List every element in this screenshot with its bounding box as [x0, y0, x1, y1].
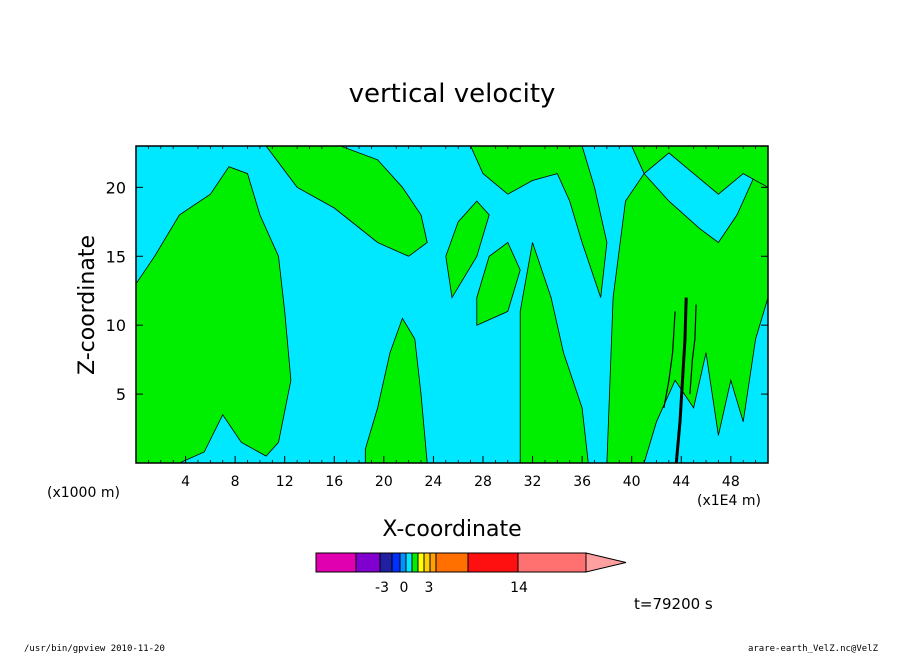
colorbar-segment-13 [517, 552, 587, 573]
colorbar-segment-6 [405, 552, 413, 573]
plot-area [136, 146, 768, 463]
x-axis-label: X-coordinate [382, 517, 521, 542]
x-tick-label-16: 16 [325, 474, 343, 490]
x-tick-label-8: 8 [231, 474, 240, 490]
colorbar-label-0: 0 [400, 580, 409, 596]
x-tick-label-24: 24 [424, 474, 442, 490]
colorbar-segment-4 [391, 552, 401, 573]
time-label: t=79200 s [634, 595, 713, 613]
strong-updraft-streak-3 [689, 304, 697, 395]
colorbar-label-3: 3 [425, 580, 434, 596]
x-tick-label-32: 32 [524, 474, 542, 490]
y-tick-label-10: 10 [106, 316, 126, 335]
strong-updraft-streak-1 [674, 297, 688, 463]
colorbar-segment-5 [399, 552, 407, 573]
x-tick-label-48: 48 [722, 474, 740, 490]
colorbar-label-14: 14 [510, 580, 528, 596]
colorbar-label-neg3: -3 [375, 580, 389, 596]
colorbar-segment-11 [435, 552, 469, 573]
colorbar-segment-12 [467, 552, 519, 573]
x-tick-label-12: 12 [276, 474, 294, 490]
positive-velocity-region-1 [136, 166, 292, 463]
positive-velocity-region-6 [445, 200, 490, 299]
x-tick-label-4: 4 [181, 474, 190, 490]
x-tick-label-40: 40 [623, 474, 641, 490]
colorbar [315, 552, 627, 573]
footer-right: arare-earth_VelZ.nc@VelZ [748, 644, 879, 654]
positive-velocity-region-5 [439, 146, 608, 298]
colorbar-segment-7 [411, 552, 419, 573]
y-tick-label-20: 20 [106, 178, 126, 197]
x-units-left: (x1000 m) [47, 485, 120, 501]
x-tick-label-36: 36 [573, 474, 591, 490]
strong-updraft-streak-2 [663, 311, 676, 409]
positive-velocity-region-2 [364, 317, 428, 463]
positive-velocity-region-7 [476, 241, 521, 326]
colorbar-segment-3 [379, 552, 393, 573]
colorbar-segment-10 [429, 552, 437, 573]
colorbar-segment-8 [417, 552, 425, 573]
y-axis-label: Z-coordinate [75, 235, 100, 375]
y-tick-label-5: 5 [116, 385, 126, 404]
x-tick-label-28: 28 [474, 474, 492, 490]
footer-left: /usr/bin/gpview 2010-11-20 [24, 644, 165, 654]
colorbar-segment-1 [315, 552, 357, 573]
colorbar-segment-9 [423, 552, 431, 573]
x-units-right: (x1E4 m) [697, 493, 761, 509]
positive-velocity-region-9 [631, 146, 768, 195]
chart-title: vertical velocity [349, 79, 556, 109]
x-tick-label-44: 44 [672, 474, 690, 490]
colorbar-extension-arrow [585, 552, 627, 573]
x-tick-label-20: 20 [375, 474, 393, 490]
positive-velocity-region-3 [519, 242, 589, 463]
positive-velocity-region-4 [265, 146, 428, 257]
plot-frame [135, 145, 769, 464]
colorbar-segment-2 [355, 552, 381, 573]
y-tick-label-15: 15 [106, 247, 126, 266]
